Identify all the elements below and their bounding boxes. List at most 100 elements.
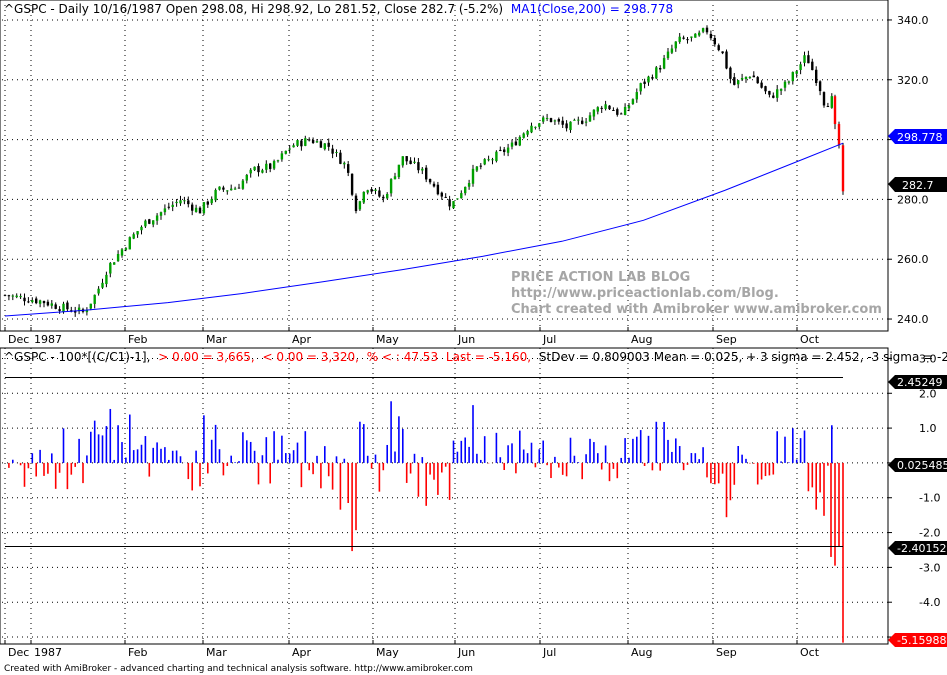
candle-down [721,51,724,54]
candle-down [237,187,241,189]
indicator-pane[interactable]: ^GSPC - 100*[(C/C1)-1], > 0.00 = 3,665, … [0,347,947,645]
candle-up [803,55,806,63]
candle-up [152,220,155,225]
price-x-tick-label: May [376,333,399,346]
candle-up [495,151,498,162]
mean-tag-label: 0.025485 [897,459,947,472]
indicator-x-tick-label: Mar [206,646,227,659]
candle-up [194,207,198,212]
candle-down [428,178,432,183]
candle-down [651,77,654,79]
candle-up [136,231,139,235]
price-x-tick-label: Jun [457,333,475,346]
candle-up [401,156,404,166]
candle-up [11,295,14,297]
candle-down [709,33,713,39]
candle-up [623,106,627,116]
candle-up [506,147,510,153]
candle-down [822,92,826,106]
candle-down [331,148,334,154]
candle-down [74,310,77,313]
price-symbol-info: ^GSPC - Daily 10/16/1987 Open 298.08, Hi… [4,2,503,16]
indicator-x-tick-label: Sep [716,646,737,659]
candle-up [288,148,291,150]
watermark-line3: Chart created with Amibroker www.amibrok… [511,302,882,317]
indicator-bars [8,401,844,643]
candle-up [19,296,22,298]
candle-up [460,193,463,199]
last-value-tag-label: -5.15988 [897,634,946,647]
candle-down [764,86,767,92]
candle-up [464,186,467,194]
candle-down [319,141,323,148]
candle-down [23,297,26,302]
candle-down [612,109,615,111]
candle-up [38,300,42,304]
candle-up [140,226,143,231]
indicator-header: ^GSPC - 100*[(C/C1)-1], > 0.00 = 3,665, … [4,350,947,364]
candle-up [183,200,186,202]
candle-up [569,121,572,131]
price-y-tick-label: 240.0 [897,313,929,326]
candle-up [296,140,299,146]
candle-up [538,123,541,127]
candle-up [315,141,319,143]
indicator-y-tick-label: 2.0 [919,387,937,400]
ma-line [4,142,844,317]
candle-down [206,201,209,205]
candle-up [374,189,377,191]
price-x-tick-label: Feb [128,333,147,346]
candle-up [218,186,221,190]
candle-up [323,143,326,150]
price-x-tick-label: Dec [8,333,29,346]
candle-down [561,120,564,125]
candle-up [105,274,108,285]
price-x-tick-label: Oct [800,333,820,346]
candle-down [378,190,381,197]
candle-up [214,189,217,201]
candle-up [159,212,163,216]
candle-down [768,90,771,95]
candle-down [42,300,46,304]
candle-down [347,164,350,173]
candle-up [783,81,787,88]
candle-up [202,202,206,214]
candle-up [85,310,89,313]
candle-up [276,160,280,162]
indicator-x-tick-label: Feb [128,646,147,659]
candle-down [514,141,518,146]
candle-up [662,58,666,69]
candle-down [7,295,11,297]
candle-up [272,161,276,169]
candle-up [666,51,670,59]
candle-up [62,303,65,312]
candle-up [573,119,576,121]
candle-up [737,80,740,85]
price-pane[interactable]: ^GSPC - Daily 10/16/1987 Open 298.08, Hi… [0,0,889,332]
candle-up [89,303,92,309]
candle-down [448,199,451,207]
candle-up [526,130,529,135]
indicator-x-tick-label: Dec [8,646,29,659]
candle-down [725,51,728,69]
candle-up [748,77,752,79]
candle-up [280,153,284,160]
price-pane-border [0,0,889,332]
candle-down [818,81,822,92]
candle-down [370,189,373,192]
candle-down [705,27,709,33]
indicator-x-tick-label: May [376,646,399,659]
candle-up [830,96,833,108]
indicator-pos-count: > 0.00 = 3,665, [158,350,254,364]
candle-down [432,183,436,187]
candle-up [744,76,748,79]
candle-up [393,176,397,180]
candle-down [436,184,440,195]
candle-up [604,104,607,109]
price-y-tick-label: 340.0 [897,14,929,27]
candle-up [483,159,486,165]
candle-up [253,166,256,171]
candle-up [588,115,592,122]
candle-up [690,36,693,38]
candle-down [807,55,810,64]
